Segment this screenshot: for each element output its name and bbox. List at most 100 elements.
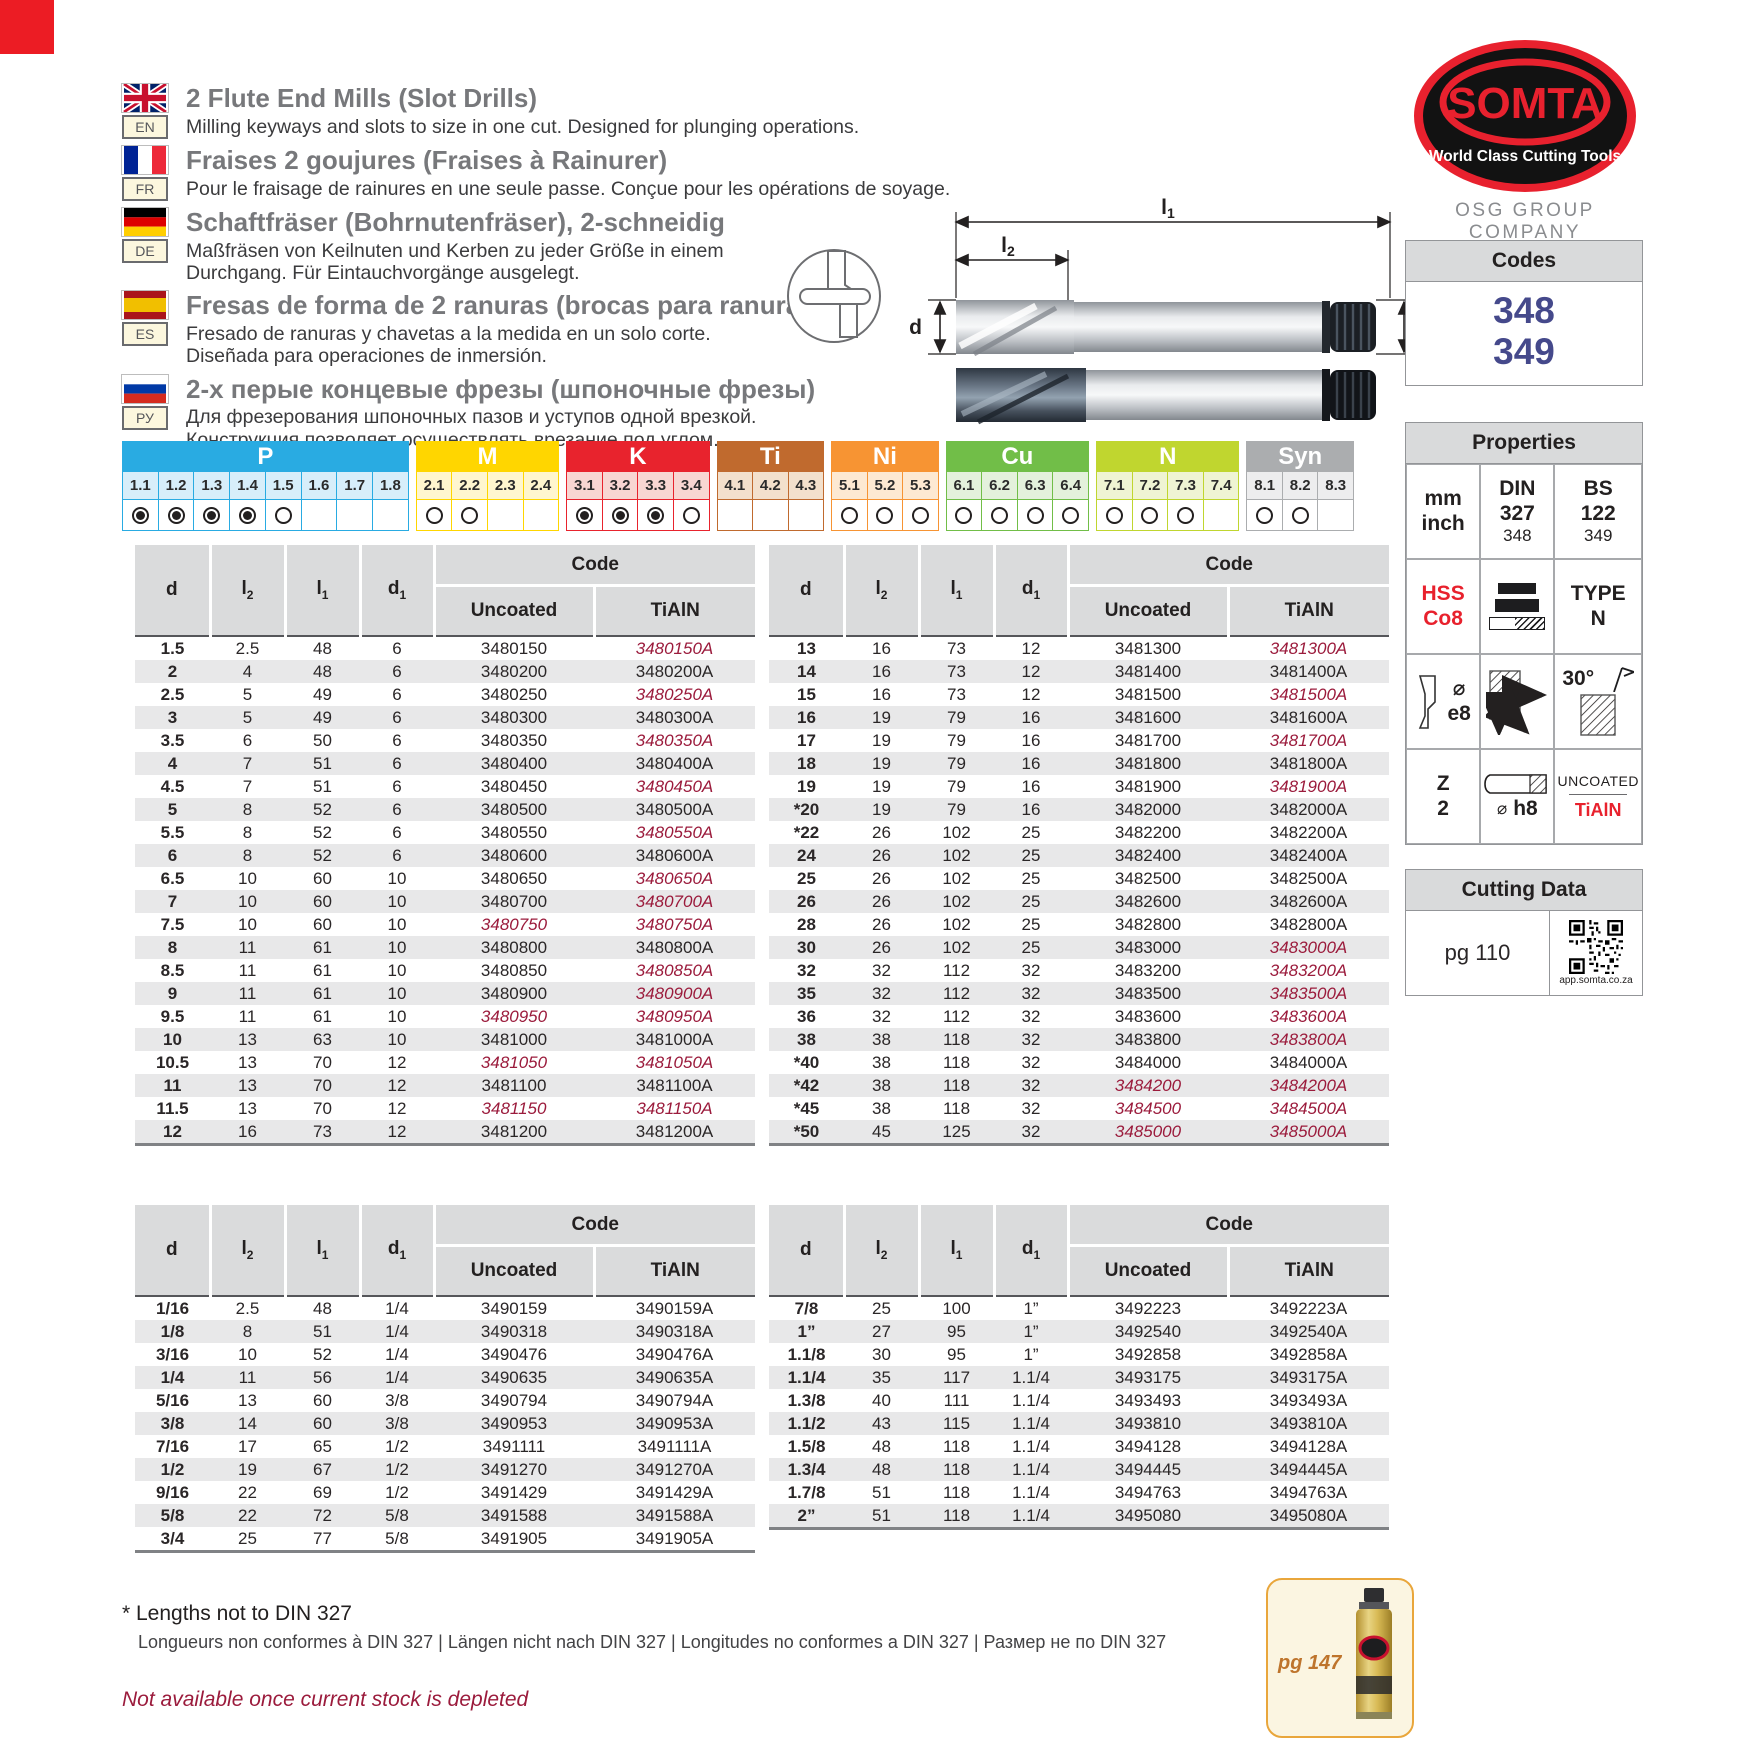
cell-d: 19: [797, 777, 816, 796]
cell-code-tialn: 3480900A: [635, 984, 714, 1003]
cell-l1: 102: [942, 915, 971, 934]
cell-d: 1/4: [160, 1368, 185, 1387]
cell-code-uncoated: 3481500: [1114, 685, 1182, 704]
cell-l2: 13: [238, 1053, 257, 1072]
radio-empty-indicator: [840, 506, 858, 524]
material-group-label: Syn: [1246, 441, 1354, 472]
material-number-row: 5.1 5.2 5.3: [831, 472, 939, 500]
title-fr: Fraises 2 goujures (Fraises à Rainurer): [186, 145, 668, 175]
cell-code-tialn: 3491429A: [635, 1483, 714, 1502]
material-cell-1.6: 1.6: [301, 472, 338, 500]
cell-code-tialn: 3484500A: [1269, 1099, 1348, 1118]
cell-d: 1.3/8: [787, 1391, 826, 1410]
language-text-en: 2 Flute End Mills (Slot Drills) Milling …: [186, 84, 859, 139]
table-row: 3/16 10 52 1/4 3490476 3490476A: [135, 1343, 755, 1366]
radio-empty-indicator: [955, 506, 973, 524]
radio-empty-indicator: [991, 506, 1009, 524]
cell-d: 4.5: [160, 777, 185, 796]
table-row: 1.7/8 51 118 1.1/4 3494763 3494763A: [769, 1481, 1389, 1504]
cell-d: 1.5: [160, 639, 185, 658]
material-cell-8.3: 8.3: [1318, 472, 1354, 500]
table-row: 3/4 25 77 5/8 3491905 3491905A: [135, 1527, 755, 1552]
cell-l1: 48: [313, 639, 332, 658]
material-cell-6.4: 6.4: [1053, 472, 1090, 500]
page-description: Milling keyways and slots to size in one…: [186, 115, 860, 138]
material-radio-cell-3.4: [673, 500, 710, 531]
cell-d1: 25: [1021, 869, 1041, 888]
uk-flag-icon: [121, 83, 169, 113]
cell-l2: 13: [238, 1099, 257, 1118]
shank-tolerance-h8: h8: [1513, 796, 1538, 820]
cell-d1: 12: [1021, 662, 1041, 681]
material-radio-cell-3.3: [638, 500, 674, 531]
cell-d: 1”: [797, 1322, 816, 1341]
cell-l2: 16: [872, 662, 891, 681]
cell-d: 38: [797, 1030, 816, 1049]
table-row: 30 26 102 25 3483000 3483000A: [769, 936, 1389, 959]
material-cell-4.1: 4.1: [716, 472, 754, 500]
material-radio-cell-6.1: [945, 500, 983, 531]
page-title: 2 Flute End Mills (Slot Drills): [186, 83, 538, 113]
cell-code-uncoated: 3482000: [1114, 800, 1182, 819]
cell-code-uncoated: 3480200: [480, 662, 548, 681]
cell-l2: 4: [242, 662, 253, 681]
radio-filled-indicator: [647, 506, 665, 524]
cell-l1: 73: [947, 685, 966, 704]
cell-l1: 118: [942, 1483, 971, 1502]
cell-l1: 79: [947, 800, 966, 819]
flag-block-en: EN: [121, 83, 170, 139]
material-group-label: K: [566, 441, 710, 472]
cell-l2: 11: [238, 1368, 257, 1387]
material-segment-Syn: Syn 8.1 8.2 8.3: [1246, 441, 1354, 531]
cell-code-uncoated: 3483500: [1114, 984, 1182, 1003]
cell-code-tialn: 3481800A: [1269, 754, 1348, 773]
table-row: *50 45 125 32 3485000 3485000A: [769, 1120, 1389, 1145]
footnote-availability: Not available once current stock is depl…: [122, 1688, 529, 1711]
table-row: 24 26 102 25 3482400 3482400A: [769, 844, 1389, 867]
cell-l2: 16: [872, 639, 891, 658]
cell-d: 9/16: [155, 1483, 190, 1502]
table-row: 35 32 112 32 3483500 3483500A: [769, 982, 1389, 1005]
cell-l2: 10: [238, 1345, 257, 1364]
cell-l1: 70: [313, 1076, 332, 1095]
cell-d1: 1.1/4: [1012, 1460, 1050, 1479]
cell-code-uncoated: 3493493: [1114, 1391, 1182, 1410]
cell-l2: 48: [872, 1437, 891, 1456]
cell-d: 3/4: [160, 1529, 185, 1548]
cell-code-uncoated: 3491429: [480, 1483, 548, 1502]
cell-code-uncoated: 3493175: [1114, 1368, 1182, 1387]
cell-code-tialn: 3481150A: [636, 1099, 713, 1118]
material-cell-3.4: 3.4: [673, 472, 710, 500]
cell-l2: 10: [238, 892, 257, 911]
column-header-tialn: TiAlN: [593, 1245, 755, 1297]
material-radio-cell-1.3: [194, 500, 231, 531]
material-radio-cell-5.1: [831, 500, 868, 531]
radio-empty-indicator: [1062, 506, 1080, 524]
material-cell-1.7: 1.7: [337, 472, 374, 500]
material-radio-cell-2.4: [523, 500, 560, 531]
radio-empty-indicator: [1026, 506, 1044, 524]
cell-d1: 1/4: [385, 1345, 409, 1364]
cell-d: 7.5: [160, 915, 185, 934]
cell-d: 3/8: [160, 1414, 185, 1433]
cell-d1: 10: [387, 915, 407, 934]
cell-code-tialn: 3480300A: [635, 708, 714, 727]
cell-code-uncoated: 3481000: [480, 1030, 548, 1049]
cell-d1: 1”: [1023, 1345, 1039, 1364]
radio-filled-indicator: [131, 506, 149, 524]
cell-d1: 12: [387, 1053, 407, 1072]
cell-l1: 102: [942, 892, 971, 911]
material-radio-cell-6.3: [1017, 500, 1054, 531]
material-radio-cell-6.2: [982, 500, 1018, 531]
column-header-d1: d1: [360, 1205, 436, 1297]
radio-filled-indicator: [239, 506, 257, 524]
material-group-label: Cu: [945, 441, 1090, 472]
cell-d1: 16: [1021, 731, 1041, 750]
cell-code-tialn: 3483200A: [1269, 961, 1348, 980]
cell-l1: 118: [942, 1053, 971, 1072]
cell-l2: 32: [872, 1007, 891, 1026]
table-row: 1” 27 95 1” 3492540 3492540A: [769, 1320, 1389, 1343]
column-header-d: d: [135, 545, 212, 637]
cell-d1: 16: [1021, 800, 1041, 819]
